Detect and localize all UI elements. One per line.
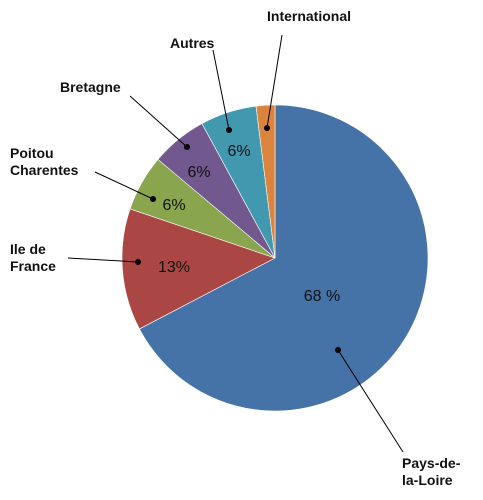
leader-dot-poitou-charentes [150, 196, 156, 202]
slice-labels: Pays-de-la-Loire 68 % Ile de France 13% Poito… [10, 8, 461, 488]
leader-line-international [266, 34, 283, 129]
slice-label-autres: Autres [170, 35, 215, 51]
pie-slice-ile-de-france [121, 208, 276, 330]
value-label-pays-de-la-loire: 68 % [304, 288, 340, 305]
slice-label-ile-de-france: Ile de France [10, 241, 56, 274]
pie-slice-international [255, 104, 276, 259]
leader-line-bretagne [129, 95, 188, 148]
slice-label-pays-de-la-loire: Pays-de-la-Loire [402, 455, 461, 488]
leader-line-pays-de-la-loire [337, 349, 404, 453]
pie-slices [121, 104, 429, 412]
leader-line-poitou-charentes [94, 171, 154, 200]
slice-label-poitou-charentes: Poitou Charentes [10, 145, 79, 178]
value-label-bretagne: 6% [187, 164, 210, 181]
leader-dot-pays-de-la-loire [335, 347, 341, 353]
leader-dot-international [264, 125, 270, 131]
leader-line-ile-de-france [67, 257, 139, 263]
value-label-autres: 6% [227, 143, 250, 160]
leader-dot-ile-de-france [135, 259, 141, 265]
slice-label-bretagne: Bretagne [60, 79, 121, 95]
leader-line-autres [212, 49, 230, 131]
value-label-poitou-charentes: 6% [162, 197, 185, 214]
leader-dot-bretagne [184, 144, 190, 150]
slice-label-international: International [267, 8, 351, 24]
pie-slice-pays-de-la-loire [139, 104, 429, 412]
leader-dot-autres [226, 127, 232, 133]
leader-lines [67, 34, 404, 453]
value-label-ile-de-france: 13% [158, 259, 190, 276]
